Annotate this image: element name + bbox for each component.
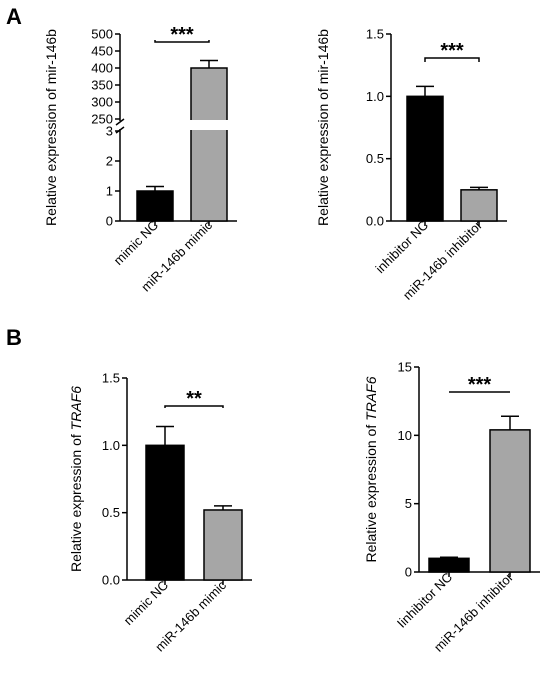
y-axis-label: Relative expression of mir-146b xyxy=(315,29,331,226)
y-tick-label: 500 xyxy=(91,27,113,42)
chart-a-inhibitor: 0.0 0.5 1.0 1.5 Relative expression of mir-1… xyxy=(315,27,507,303)
bar-1 xyxy=(145,444,185,581)
bar-1 xyxy=(428,557,470,573)
y-tick-label: 0 xyxy=(106,214,113,229)
bar-2 xyxy=(489,429,531,573)
bar-1 xyxy=(136,190,174,222)
y-tick-label: 0.5 xyxy=(102,505,120,520)
y-tick-label: 15 xyxy=(398,360,412,375)
y-tick-label: 450 xyxy=(91,44,113,59)
y-tick-label: 0 xyxy=(405,565,412,580)
y-tick-label: 1.5 xyxy=(102,371,120,386)
panel-label-b: B xyxy=(6,325,22,350)
significance-stars: *** xyxy=(468,374,492,396)
y-axis-label: Relative expression of TRAF6 xyxy=(363,376,379,562)
category-label: Iinhibitor NC xyxy=(394,570,455,631)
y-axis-label: Relative expression of mir-146b xyxy=(43,29,59,226)
chart-b-mimic: 0.0 0.5 1.0 1.5 Relative expression of TRAF6… xyxy=(68,371,252,655)
significance-stars: *** xyxy=(170,24,194,46)
axis-break-mark xyxy=(115,118,125,126)
panel-label-a: A xyxy=(6,4,22,29)
axis-break-mark xyxy=(115,126,125,134)
y-tick-label: 10 xyxy=(398,428,412,443)
bar-2 xyxy=(203,509,243,581)
y-tick-label: 0.5 xyxy=(366,151,384,166)
y-tick-label: 1.0 xyxy=(366,89,384,104)
y-tick-label: 250 xyxy=(91,112,113,127)
bar-2 xyxy=(190,67,228,222)
y-tick-label: 0.0 xyxy=(366,214,384,229)
bar-2 xyxy=(460,189,498,222)
y-tick-label: 400 xyxy=(91,61,113,76)
chart-b-inhibitor: 0 5 10 15 Relative expression of TRAF6 Iinhib… xyxy=(363,360,540,655)
significance-stars: ** xyxy=(186,388,202,410)
y-tick-label: 1.5 xyxy=(366,27,384,42)
significance-bracket xyxy=(424,57,480,62)
y-tick-label: 3 xyxy=(106,124,113,139)
y-tick-label: 350 xyxy=(91,78,113,93)
y-tick-label: 300 xyxy=(91,95,113,110)
y-tick-label: 5 xyxy=(405,496,412,511)
y-tick-label: 2 xyxy=(106,154,113,169)
bar-1 xyxy=(406,95,444,222)
y-tick-label: 1.0 xyxy=(102,438,120,453)
significance-stars: *** xyxy=(440,40,464,62)
bar-break-gap xyxy=(189,120,229,130)
category-label: mimic NC xyxy=(121,578,171,628)
significance-bracket xyxy=(154,40,210,43)
significance-bracket xyxy=(164,405,224,408)
y-tick-label: 1 xyxy=(106,184,113,199)
y-axis-label: Relative expression of TRAF6 xyxy=(68,386,84,572)
category-label: mimic NC xyxy=(111,218,161,268)
y-tick-label: 0.0 xyxy=(102,573,120,588)
